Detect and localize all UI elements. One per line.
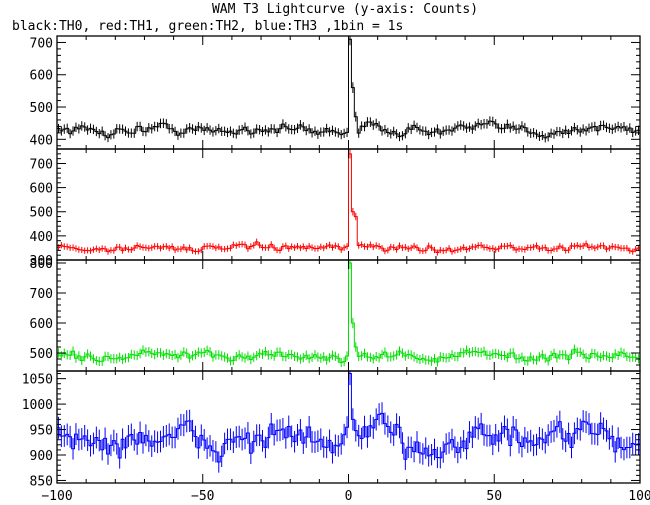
y-tick-label: 950: [30, 424, 53, 439]
error-bars-TH3: [57, 371, 640, 473]
x-tick-label: 0: [345, 489, 353, 504]
x-tick-label: 50: [486, 489, 502, 504]
y-tick-label: 400: [30, 230, 53, 245]
error-bars-TH2: [57, 260, 640, 367]
series-line-TH1: [57, 153, 640, 254]
panel-TH0: 400 500 600 700: [30, 35, 641, 150]
y-tick-label: 700: [30, 287, 53, 302]
panel-TH3: 850 900 950 1000 1050: [22, 370, 641, 489]
y-tick-label: 1050: [22, 373, 53, 388]
y-tick-label: 600: [30, 317, 53, 332]
x-tick-label: −100: [41, 489, 72, 504]
series-line-TH0: [57, 38, 640, 139]
x-tick-label: 100: [628, 489, 650, 504]
y-tick-label: 600: [30, 69, 53, 84]
y-tick-label: 500: [30, 101, 53, 116]
x-tick-label: −50: [191, 489, 214, 504]
y-tick-label: 1000: [22, 398, 53, 413]
y-tick-label: 400: [30, 133, 53, 148]
y-tick-label: 900: [30, 449, 53, 464]
y-tick-label: 800: [30, 257, 53, 272]
panel-TH2: 500 600 700 800: [30, 257, 641, 372]
panels: 400 500 600 700 300 400 500 600 700 500 600 700 800 8…: [22, 35, 641, 489]
y-tick-label: 600: [30, 182, 53, 197]
chart-title: WAM T3 Lightcurve (y-axis: Counts): [212, 2, 478, 17]
error-bars-TH0: [57, 36, 640, 143]
chart-subtitle: black:TH0, red:TH1, green:TH2, blue:TH3 …: [12, 19, 403, 34]
y-tick-label: 300: [30, 254, 53, 269]
series-line-TH2: [57, 262, 640, 363]
y-tick-label: 500: [30, 347, 53, 362]
y-tick-label: 500: [30, 206, 53, 221]
y-tick-label: 700: [30, 36, 53, 51]
series-line-TH3: [57, 373, 640, 463]
x-axis: −100 −50 0 50 100: [41, 489, 650, 504]
y-tick-label: 850: [30, 474, 53, 489]
y-tick-label: 700: [30, 157, 53, 172]
panel-TH1: 300 400 500 600 700: [30, 148, 641, 269]
